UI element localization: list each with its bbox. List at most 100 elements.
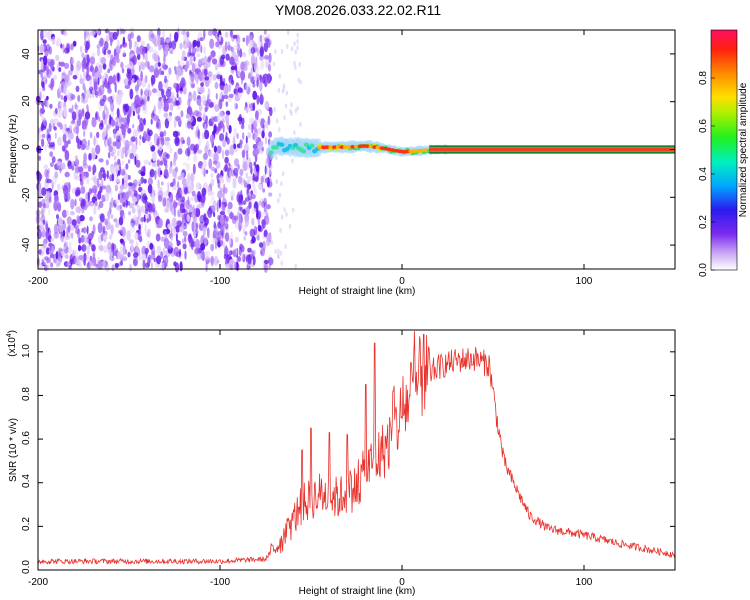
heatmap-noise-cell <box>44 144 47 151</box>
heatmap-noise-cell <box>56 183 61 192</box>
heatmap-noise-cell <box>120 44 123 49</box>
heatmap-noise-cell <box>83 152 87 162</box>
heatmap-noise-cell <box>121 67 125 74</box>
heatmap-noise-cell <box>277 248 280 254</box>
heatmap-noise-cell <box>251 123 254 134</box>
heatmap-noise-cell <box>127 80 132 86</box>
heatmap-noise-cell <box>125 163 129 170</box>
heatmap-noise-cell <box>86 251 89 262</box>
heatmap-noise-cell <box>57 136 62 146</box>
heatmap-noise-cell <box>91 147 96 155</box>
heatmap-noise-cell <box>126 230 131 241</box>
heatmap-noise-cell <box>140 176 144 184</box>
heatmap-noise-cell <box>77 125 80 134</box>
heatmap-noise-cell <box>207 30 213 36</box>
heatmap-noise-cell <box>197 129 201 140</box>
heatmap-noise-cell <box>76 214 80 224</box>
heatmap-noise-cell <box>63 95 68 103</box>
heatmap-noise-cell <box>217 239 222 248</box>
heatmap-noise-cell <box>224 31 229 38</box>
heatmap-noise-cell <box>48 229 52 235</box>
heatmap-noise-cell <box>280 260 283 266</box>
heatmap-noise-cell <box>151 203 156 213</box>
heatmap-noise-cell <box>92 116 95 123</box>
heatmap-noise-cell <box>142 64 145 68</box>
heatmap-noise-cell <box>224 164 228 172</box>
heatmap-noise-cell <box>49 142 55 148</box>
heatmap-noise-cell <box>207 99 212 104</box>
heatmap-ytick-label: -20 <box>21 187 32 202</box>
heatmap-noise-cell <box>101 178 104 187</box>
heatmap-noise-cell <box>41 117 47 122</box>
heatmap-noise-cell <box>103 235 108 240</box>
heatmap-noise-cell <box>208 158 212 169</box>
heatmap-noise-cell <box>118 114 122 124</box>
heatmap-noise-cell <box>56 40 59 47</box>
heatmap-noise-cell <box>163 112 169 118</box>
heatmap-noise-cell <box>238 194 243 204</box>
heatmap-noise-cell <box>161 70 165 76</box>
heatmap-noise-cell <box>216 74 222 80</box>
heatmap-noise-cell <box>161 181 164 186</box>
heatmap-noise-cell <box>194 143 200 151</box>
heatmap-noise-cell <box>278 126 281 132</box>
snr-scale-exponent: 4 <box>6 333 13 337</box>
heatmap-noise-cell <box>129 203 134 209</box>
heatmap-noise-cell <box>47 61 54 66</box>
heatmap-noise-cell <box>124 139 130 151</box>
heatmap-noise-cell <box>87 139 90 147</box>
heatmap-noise-cell <box>152 88 157 94</box>
heatmap-noise-cell <box>158 143 163 151</box>
heatmap-noise-cell <box>114 82 117 93</box>
heatmap-noise-cell <box>125 198 128 208</box>
heatmap-noise-cell <box>96 61 102 69</box>
snr-x-tick-labels: -200 -100 0 100 <box>28 577 593 588</box>
heatmap-noise-cell <box>213 227 219 237</box>
heatmap-noise-cell <box>135 84 139 94</box>
heatmap-noise-cell <box>179 203 185 214</box>
heatmap-signal-cell <box>284 146 290 152</box>
heatmap-noise-cell <box>199 37 204 42</box>
heatmap-noise-cell <box>88 153 92 161</box>
heatmap-noise-cell <box>242 61 248 67</box>
heatmap-noise-cell <box>213 152 219 163</box>
heatmap-noise-cell <box>170 226 173 238</box>
heatmap-noise-cell <box>43 242 48 250</box>
heatmap-noise-cell <box>109 63 113 71</box>
heatmap-noise-cell <box>164 140 170 146</box>
heatmap-noise-cell <box>219 56 224 66</box>
heatmap-noise-cell <box>251 217 255 226</box>
heatmap-noise-cell <box>107 246 112 254</box>
heatmap-noise-cell <box>41 114 44 119</box>
heatmap-noise-cell <box>107 210 111 222</box>
heatmap-noise-cell <box>299 79 302 85</box>
heatmap-noise-cell <box>237 116 243 122</box>
heatmap-noise-cell <box>234 158 239 167</box>
heatmap-noise-cell <box>80 95 83 104</box>
heatmap-noise-cell <box>58 67 62 73</box>
heatmap-noise-cell <box>63 28 67 36</box>
heatmap-noise-cell <box>220 235 223 247</box>
heatmap-noise-cell <box>173 156 177 167</box>
heatmap-noise-cell <box>182 230 188 237</box>
heatmap-noise-cell <box>195 67 201 73</box>
heatmap-noise-cell <box>252 90 258 101</box>
snr-line <box>37 331 676 566</box>
heatmap-noise-cell <box>190 240 194 251</box>
heatmap-noise-cell <box>97 260 103 270</box>
heatmap-noise-cell <box>44 48 49 57</box>
heatmap-xtick-label: 100 <box>576 276 593 287</box>
heatmap-noise-cell <box>140 70 144 82</box>
heatmap-noise-cell <box>120 260 123 266</box>
heatmap-noise-cell <box>49 103 53 109</box>
heatmap-noise-cell <box>242 37 246 42</box>
heatmap-noise-cell <box>187 98 191 108</box>
heatmap-noise-cell <box>257 219 260 226</box>
heatmap-noise-cell <box>150 262 153 269</box>
heatmap-noise-cell <box>129 152 134 160</box>
heatmap-noise-cell <box>121 160 125 166</box>
heatmap-noise-cell <box>196 86 200 93</box>
heatmap-noise-cell <box>164 137 171 142</box>
heatmap-noise-cell <box>274 49 277 54</box>
heatmap-noise-cell <box>64 171 70 178</box>
